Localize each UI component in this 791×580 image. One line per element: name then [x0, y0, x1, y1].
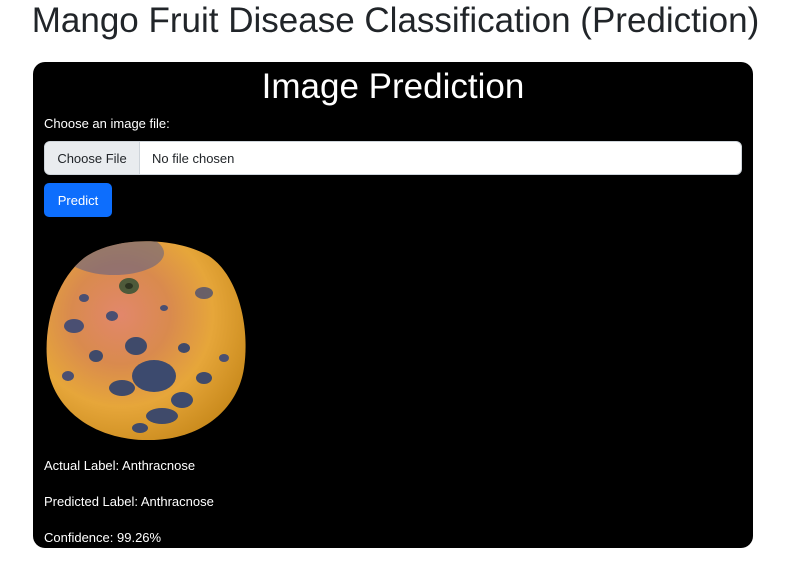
file-input-label: Choose an image file: — [44, 116, 170, 131]
mango-preview-image — [46, 241, 246, 440]
file-input[interactable]: Choose File No file chosen — [44, 141, 742, 175]
predicted-label-text: Predicted Label: Anthracnose — [44, 494, 214, 509]
file-status-text: No file chosen — [152, 150, 235, 166]
choose-file-button[interactable]: Choose File — [45, 142, 140, 174]
prediction-panel: Image Prediction Choose an image file: C… — [33, 62, 753, 548]
confidence-text: Confidence: 99.26% — [44, 530, 162, 545]
panel-title: Image Prediction — [261, 67, 525, 106]
predict-button[interactable]: Predict — [44, 183, 112, 217]
page-title: Mango Fruit Disease Classification (Pred… — [31, 1, 760, 40]
actual-label-text: Actual Label: Anthracnose — [44, 458, 196, 473]
